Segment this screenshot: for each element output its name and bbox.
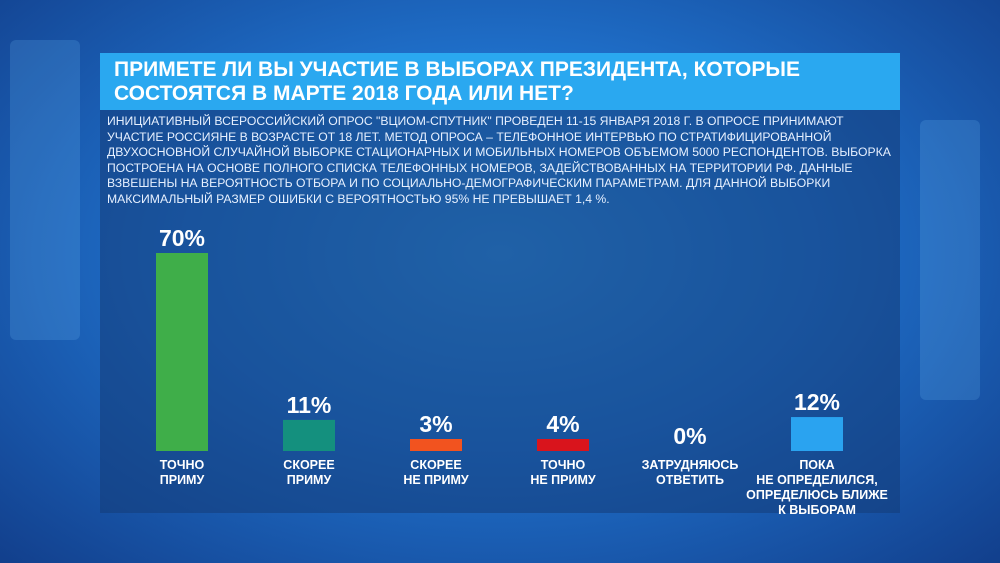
- bar-1: [283, 419, 335, 451]
- bar-value-label-1: 11%: [287, 392, 332, 418]
- bar-chart-svg: 70% 11% 3% 4% 0% 12%: [156, 225, 843, 451]
- bar-3: [537, 439, 589, 451]
- background-decoration: [10, 40, 80, 340]
- bar-value-label-4: 0%: [673, 423, 706, 449]
- category-label-4: ЗАТРУДНЯЮСЬ ОТВЕТИТЬ: [641, 458, 739, 487]
- category-label-3: ТОЧНО НЕ ПРИМУ: [530, 458, 596, 487]
- title-bar: ПРИМЕТЕ ЛИ ВЫ УЧАСТИЕ В ВЫБОРАХ ПРЕЗИДЕН…: [100, 53, 900, 110]
- bar-2: [410, 439, 462, 451]
- bar-5: [791, 417, 843, 451]
- bar-chart: 70% 11% 3% 4% 0% 12% ТОЧНО ПРИМУ СКОРЕЕ ПРИМУ С…: [100, 220, 900, 520]
- background-decoration: [920, 120, 980, 400]
- survey-description: Инициативный всероссийский опрос "ВЦИОМ-…: [107, 114, 891, 206]
- bar-value-label-5: 12%: [794, 389, 840, 415]
- category-label-1: СКОРЕЕ ПРИМУ: [283, 458, 335, 487]
- chart-panel: [100, 53, 900, 513]
- bar-value-label-0: 70%: [159, 225, 205, 251]
- category-label-5: ПОКА НЕ ОПРЕДЕЛИЛСЯ, ОПРЕДЕЛЮСЬ БЛИЖЕ К …: [746, 458, 888, 517]
- bar-0: [156, 253, 208, 451]
- bar-value-label-3: 4%: [546, 411, 579, 437]
- bar-value-label-2: 3%: [419, 411, 452, 437]
- chart-title: ПРИМЕТЕ ЛИ ВЫ УЧАСТИЕ В ВЫБОРАХ ПРЕЗИДЕН…: [114, 58, 800, 105]
- category-label-2: СКОРЕЕ НЕ ПРИМУ: [403, 458, 469, 487]
- category-label-0: ТОЧНО ПРИМУ: [159, 458, 205, 487]
